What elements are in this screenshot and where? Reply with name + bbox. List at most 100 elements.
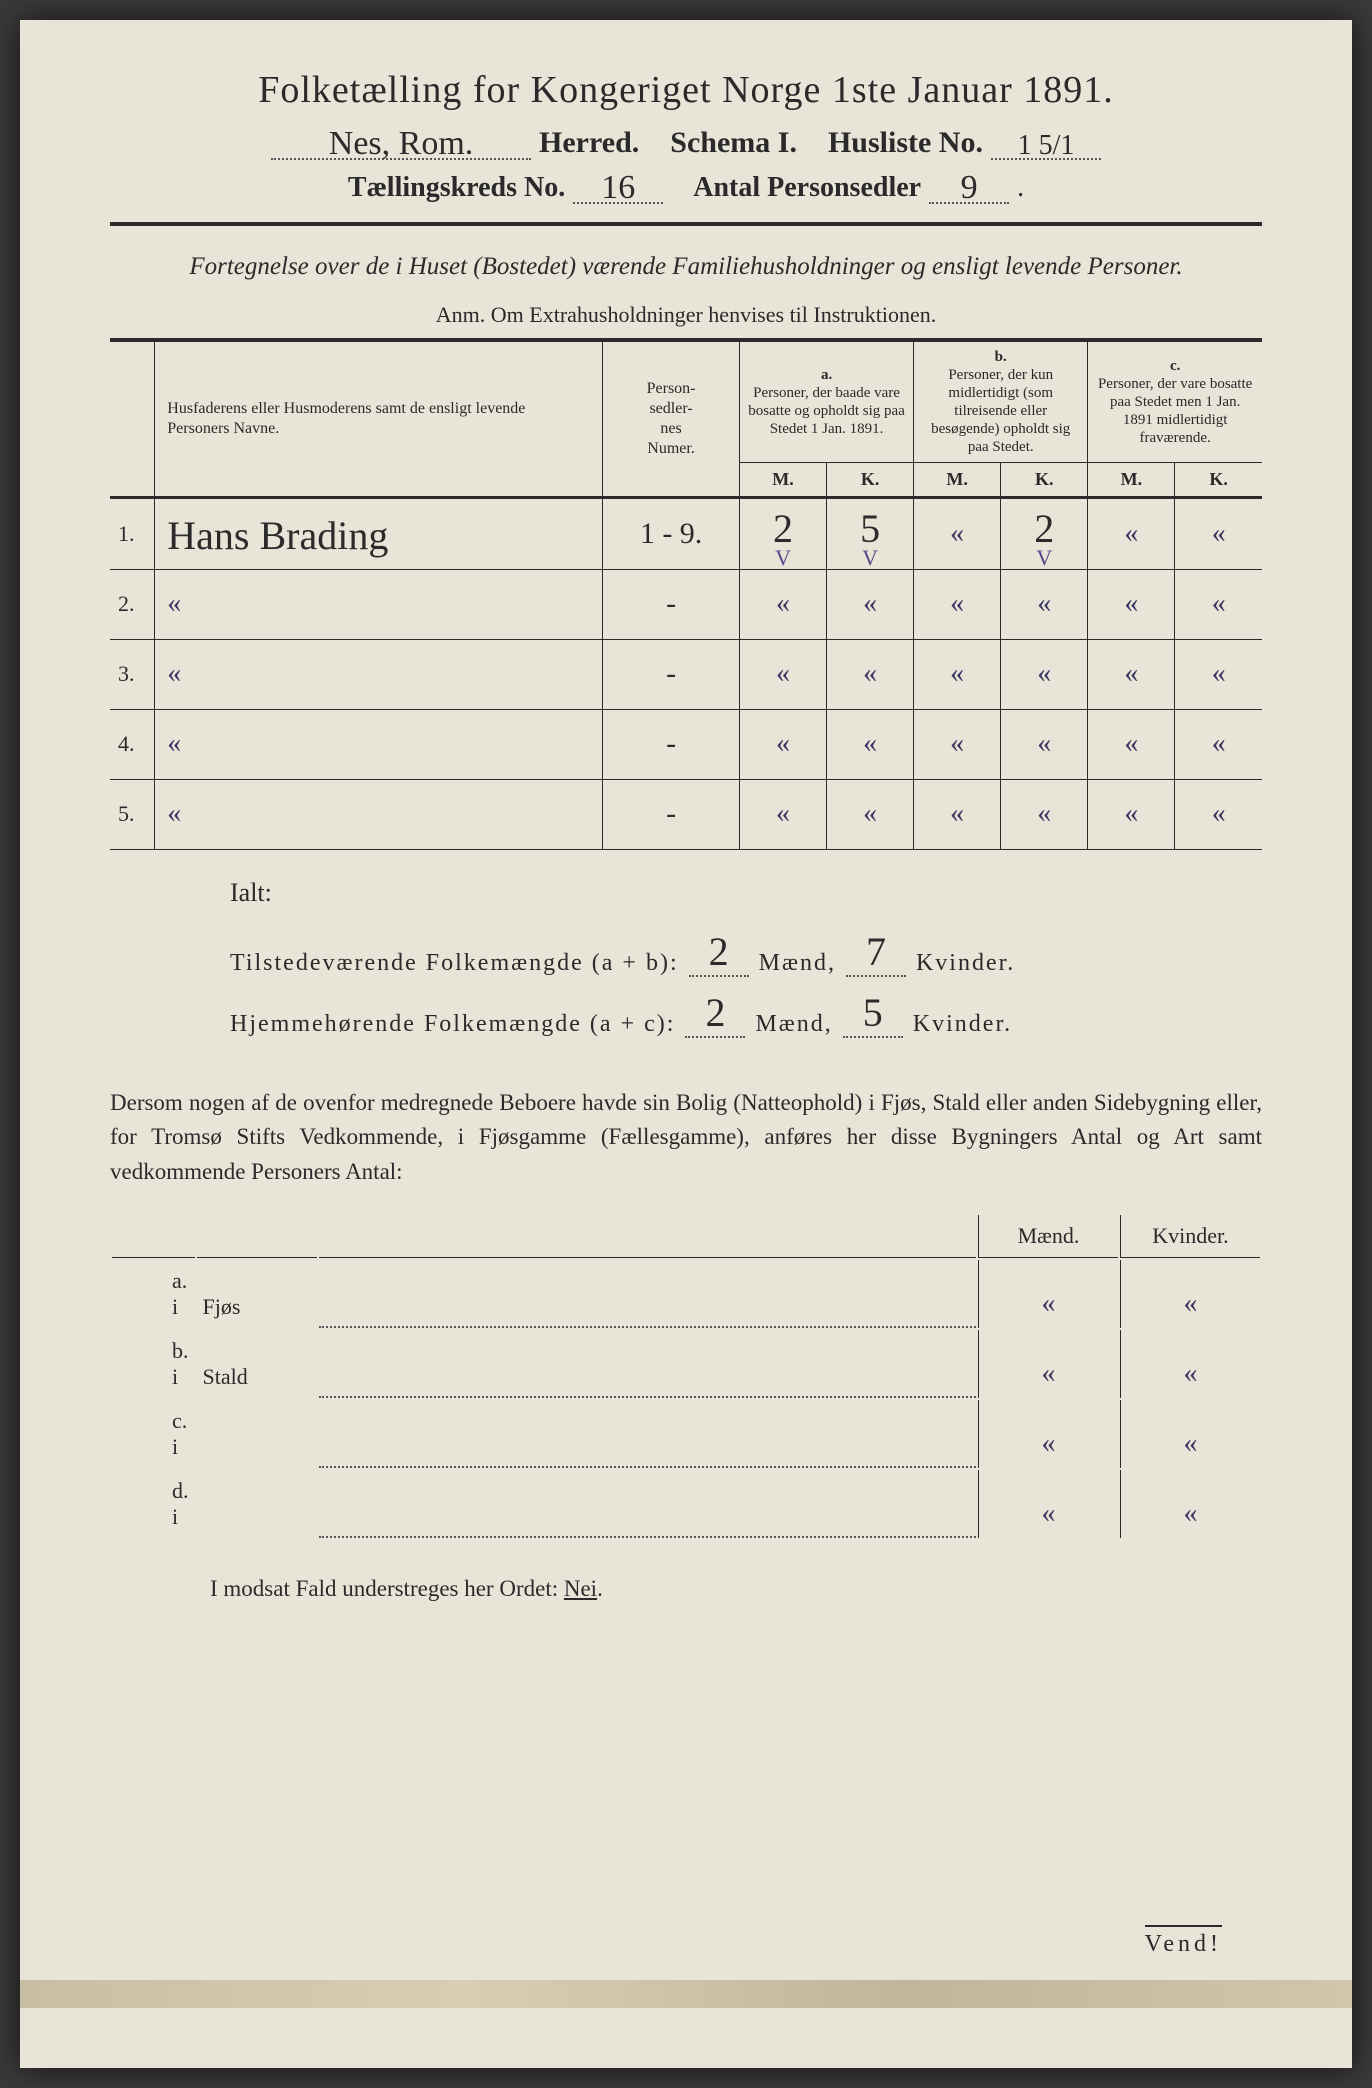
bldg-dots [319, 1400, 977, 1468]
ialt-block: Ialt: Tilstedeværende Folkemængde (a + b… [230, 878, 1262, 1038]
col-personsedler: Person- sedler- nes Numer. [603, 342, 740, 498]
row-cm: « [1088, 497, 1175, 569]
row-am: « [739, 709, 826, 779]
row-cm: « [1088, 709, 1175, 779]
kreds-field: 16 [573, 170, 663, 204]
row-name: « [155, 639, 603, 709]
row-ak: 5V [827, 497, 914, 569]
row-bk: « [1001, 639, 1088, 709]
row-name: « [155, 779, 603, 849]
modsat-line: I modsat Fald understreges her Ordet: Ne… [110, 1576, 1262, 1602]
bldg-kvinder-hdr: Kvinder. [1120, 1215, 1260, 1258]
row-bm: « [914, 779, 1001, 849]
personsedler-label: Antal Personsedler [693, 172, 921, 204]
row-cm: « [1088, 639, 1175, 709]
bldg-lab: c. i [112, 1400, 195, 1468]
bldg-k: « [1120, 1400, 1260, 1468]
bldg-type: Stald [197, 1330, 317, 1398]
bldg-row: d. i « « [112, 1470, 1260, 1538]
census-form-page: Folketælling for Kongeriget Norge 1ste J… [20, 20, 1352, 2068]
ialt-label: Ialt: [230, 878, 272, 908]
col-a-k: K. [827, 462, 914, 497]
page-edge-strip [20, 1980, 1352, 2008]
bldg-k: « [1120, 1470, 1260, 1538]
row-ps: - [603, 639, 740, 709]
col-c-m: M. [1088, 462, 1175, 497]
row-ps: - [603, 709, 740, 779]
husliste-label: Husliste No. [828, 126, 983, 160]
row-am: « [739, 569, 826, 639]
subtitle: Fortegnelse over de i Huset (Bostedet) v… [110, 250, 1262, 284]
row-bk: « [1001, 709, 1088, 779]
col-b-m: M. [914, 462, 1001, 497]
col-b: b.Personer, der kun midlertidigt (som ti… [914, 342, 1088, 463]
row-ps: - [603, 779, 740, 849]
bldg-type [197, 1400, 317, 1468]
col-c-k: K. [1175, 462, 1262, 497]
row-ps: 1 - 9. [603, 497, 740, 569]
nei-word: Nei [564, 1576, 597, 1601]
row-bk: « [1001, 569, 1088, 639]
row-ak: « [827, 709, 914, 779]
col-a: a.Personer, der baade vare bosatte og op… [739, 342, 913, 463]
herred-label: Herred. [539, 126, 639, 160]
ialt-row-2: Hjemmehørende Folkemængde (a + c): 2 Mæn… [230, 989, 1262, 1038]
row-ck: « [1175, 639, 1262, 709]
col-rownum [110, 342, 155, 498]
row-ck: « [1175, 779, 1262, 849]
herred-field: Nes, Rom. [271, 124, 531, 160]
kreds-label: Tællingskreds No. [348, 172, 565, 204]
schema-label: Schema I. [670, 126, 797, 160]
row-number: 3. [110, 639, 155, 709]
row-number: 1. [110, 497, 155, 569]
header-line-1: Nes, Rom. Herred. Schema I. Husliste No.… [110, 124, 1262, 160]
page-title: Folketælling for Kongeriget Norge 1ste J… [110, 68, 1262, 112]
bldg-dots [319, 1330, 977, 1398]
bldg-lab: a. i [112, 1260, 195, 1328]
building-paragraph: Dersom nogen af de ovenfor medregnede Be… [110, 1086, 1262, 1190]
row-name: Hans Brading [155, 497, 603, 569]
row-bm: « [914, 709, 1001, 779]
row-ak: « [827, 779, 914, 849]
bldg-type [197, 1470, 317, 1538]
row-number: 5. [110, 779, 155, 849]
row-bk: « [1001, 779, 1088, 849]
header-line-2: Tællingskreds No. 16 Antal Personsedler … [110, 170, 1262, 204]
table-row: 3. « - « « « « « « [110, 639, 1262, 709]
row-cm: « [1088, 779, 1175, 849]
husliste-field: 1 5/1 [991, 124, 1101, 160]
table-row: 2. « - « « « « « « [110, 569, 1262, 639]
table-row: 4. « - « « « « « « [110, 709, 1262, 779]
ialt-1-m: 2 [689, 928, 749, 977]
bldg-lab: d. i [112, 1470, 195, 1538]
table-row: 1. Hans Brading 1 - 9. 2V 5V « 2V « « [110, 497, 1262, 569]
row-am: « [739, 639, 826, 709]
row-ak: « [827, 639, 914, 709]
row-name: « [155, 569, 603, 639]
row-am: « [739, 779, 826, 849]
bldg-k: « [1120, 1260, 1260, 1328]
row-bm: « [914, 639, 1001, 709]
row-bm: « [914, 497, 1001, 569]
building-table: Mænd. Kvinder. a. i Fjøs « « b. i Stald … [110, 1213, 1262, 1540]
bldg-m: « [978, 1470, 1118, 1538]
row-name: « [155, 709, 603, 779]
row-ck: « [1175, 709, 1262, 779]
bldg-type: Fjøs [197, 1260, 317, 1328]
bldg-m: « [978, 1260, 1118, 1328]
ialt-2-m: 2 [685, 989, 745, 1038]
row-ps: - [603, 569, 740, 639]
row-number: 4. [110, 709, 155, 779]
bldg-row: a. i Fjøs « « [112, 1260, 1260, 1328]
bldg-m: « [978, 1400, 1118, 1468]
bldg-dots [319, 1260, 977, 1328]
row-bk: 2V [1001, 497, 1088, 569]
row-ak: « [827, 569, 914, 639]
col-c: c.Personer, der vare bosatte paa Stedet … [1088, 342, 1262, 463]
ialt-row-1: Tilstedeværende Folkemængde (a + b): 2 M… [230, 928, 1262, 977]
bldg-lab: b. i [112, 1330, 195, 1398]
rule-1 [110, 222, 1262, 226]
ialt-2-k: 5 [843, 989, 903, 1038]
anm-note: Anm. Om Extrahusholdninger henvises til … [110, 302, 1262, 328]
vend-label: Vend! [1145, 1925, 1222, 1958]
